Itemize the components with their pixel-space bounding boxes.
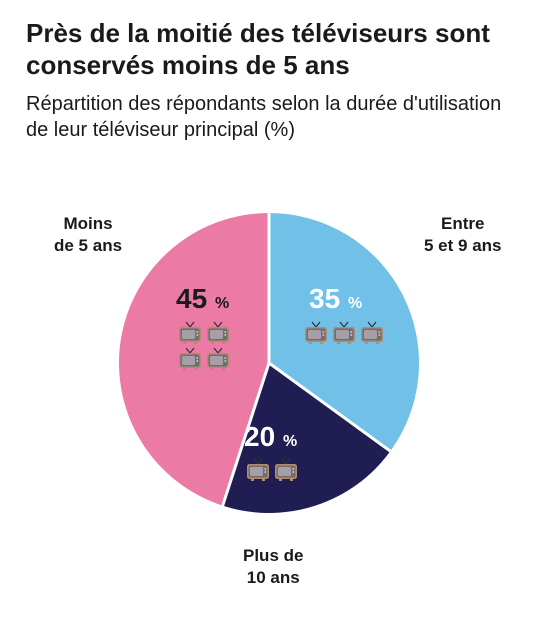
tv-icon-wrap bbox=[331, 321, 357, 345]
tv-icon bbox=[205, 347, 231, 371]
tv-group-gt10 bbox=[242, 458, 302, 482]
tv-icon bbox=[177, 347, 203, 371]
slice-label-gt10: Plus de 10 ans bbox=[243, 545, 303, 588]
tv-icon-wrap bbox=[177, 347, 203, 371]
tv-group-lt5 bbox=[174, 321, 234, 371]
tv-icon-wrap bbox=[205, 347, 231, 371]
slice-percent-lt5: 45 % bbox=[176, 285, 229, 313]
slice-label-5to9: Entre 5 et 9 ans bbox=[424, 213, 502, 256]
tv-icon bbox=[303, 321, 329, 345]
page-subtitle: Répartition des répondants selon la duré… bbox=[26, 91, 512, 143]
tv-icon-wrap bbox=[205, 321, 231, 345]
tv-icon-wrap bbox=[359, 321, 385, 345]
slice-percent-gt10: 20 % bbox=[244, 423, 297, 451]
tv-icon-wrap bbox=[177, 321, 203, 345]
tv-icon bbox=[245, 458, 271, 482]
tv-icon bbox=[359, 321, 385, 345]
tv-icon-wrap bbox=[245, 458, 271, 482]
slice-label-lt5: Moins de 5 ans bbox=[54, 213, 122, 256]
tv-icon-wrap bbox=[273, 458, 299, 482]
page-title: Près de la moitié des téléviseurs sont c… bbox=[26, 18, 512, 81]
tv-icon bbox=[205, 321, 231, 345]
tv-icon bbox=[273, 458, 299, 482]
slice-percent-5to9: 35 % bbox=[309, 285, 362, 313]
tv-icon bbox=[177, 321, 203, 345]
tv-group-5to9 bbox=[299, 321, 389, 345]
tv-icon-wrap bbox=[303, 321, 329, 345]
tv-icon bbox=[331, 321, 357, 345]
pie-chart: Moins de 5 ans 45 % bbox=[26, 165, 512, 595]
